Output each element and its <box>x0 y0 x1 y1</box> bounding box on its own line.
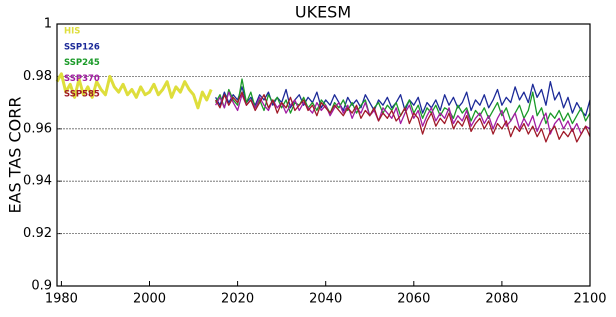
x-tick-label: 2040 <box>309 292 342 307</box>
y-tick-label: 0.94 <box>23 174 52 189</box>
chart-title: UKESM <box>295 3 351 22</box>
y-tick-label: 0.96 <box>23 121 52 136</box>
legend-entry: SSP585 <box>64 90 100 100</box>
y-tick-label: 0.9 <box>31 279 52 294</box>
x-tick-label: 2020 <box>221 292 254 307</box>
series-line <box>215 91 591 135</box>
y-tick-label: 0.98 <box>23 69 52 84</box>
legend-entry: HIS <box>64 27 80 37</box>
y-tick-label: 0.92 <box>23 226 52 241</box>
x-tick-label: 1980 <box>45 292 78 307</box>
plot-frame <box>56 23 591 287</box>
y-axis-label: EAS TAS CORR <box>6 96 25 213</box>
x-tick-label: 2080 <box>485 292 518 307</box>
series-line <box>55 72 213 110</box>
legend-entry: SSP126 <box>64 42 100 52</box>
series-line <box>215 91 591 143</box>
y-tick-label: 1 <box>44 17 52 32</box>
legend-entry: SSP245 <box>64 58 100 68</box>
legend-entry: SSP370 <box>64 74 100 84</box>
x-tick-label: 2000 <box>133 292 166 307</box>
x-tick-label: 2100 <box>573 292 606 307</box>
x-tick-label: 2060 <box>397 292 430 307</box>
